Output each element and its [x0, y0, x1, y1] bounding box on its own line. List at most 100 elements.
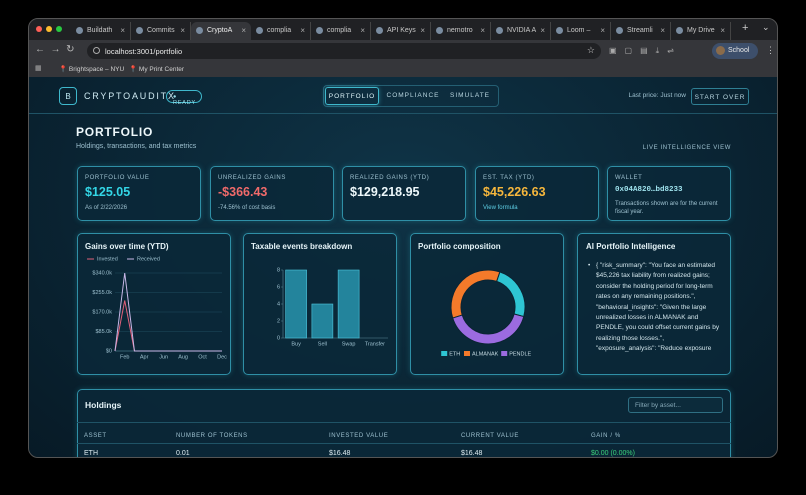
toolbar-icons[interactable]: ▣▢▤⤓⇌ — [609, 46, 682, 55]
metric-card: REALIZED GAINS (YTD) $129,218.95 — [342, 166, 466, 221]
favicon — [676, 27, 683, 34]
zoom-dot[interactable] — [56, 26, 62, 32]
apps-icon[interactable]: ▦ — [35, 65, 42, 72]
y-tick-label: 6 — [277, 284, 280, 290]
card-value: $45,226.63 — [483, 185, 546, 199]
tab[interactable]: Buildath × — [71, 22, 131, 40]
tab-title: NVIDIA A — [507, 27, 537, 34]
tab-title: Buildath — [87, 27, 113, 34]
tab[interactable]: Streamli × — [611, 22, 671, 40]
x-tick-label: Aug — [178, 354, 188, 360]
y-tick-label: 8 — [277, 267, 280, 273]
tab-title: Commits — [147, 27, 175, 34]
x-tick-label: Buy — [291, 341, 301, 347]
tab-title: complia — [267, 27, 292, 34]
tab-close: × — [660, 26, 665, 35]
metric-card: UNREALIZED GAINS -$366.43 -74.56% of cost … — [210, 166, 334, 221]
bookmark[interactable]: 📍 My Print Center — [129, 66, 185, 73]
favicon — [616, 27, 623, 34]
favicon — [256, 27, 263, 34]
cell: $0.00 (0.00%) — [591, 450, 635, 457]
tab-strip: + ⌄ Buildath × Commits × CryptoA × complia × com… — [29, 19, 777, 40]
logo: B — [59, 87, 77, 105]
bookmark-label: My Print Center — [138, 66, 185, 73]
panel: AI Portfolio Intelligence • { "risk_summa… — [577, 233, 731, 375]
browser-window: + ⌄ Buildath × Commits × CryptoA × complia × com… — [28, 18, 778, 458]
card-label: PORTFOLIO VALUE — [85, 175, 150, 181]
menu[interactable]: ⋮ — [766, 45, 775, 55]
tab[interactable]: complia × — [251, 22, 311, 40]
legend-swatch — [441, 351, 448, 356]
card-label: EST. TAX (YTD) — [483, 175, 535, 181]
x-tick-label: Oct — [198, 354, 207, 360]
tab-title: nemotro — [447, 27, 473, 34]
tab[interactable]: complia × — [311, 22, 371, 40]
legend-label: ALMANAK — [472, 351, 499, 357]
favicon — [136, 27, 143, 34]
panel: Gains over time (YTD) $0 $85.0k $170.0k $255… — [77, 233, 231, 375]
tab[interactable]: NVIDIA A × — [491, 22, 551, 40]
x-tick-label: Swap — [342, 341, 356, 347]
tab-title: My Drive — [687, 27, 715, 34]
new-tab[interactable]: + — [742, 22, 749, 34]
tab-title: CryptoA — [207, 27, 233, 34]
cell: $16.48 — [329, 450, 351, 457]
x-tick-label: Dec — [217, 354, 227, 360]
x-tick-label: Sell — [318, 341, 327, 347]
card-note: As of 2/22/2026 — [85, 205, 128, 211]
nav-tab[interactable]: COMPLIANCE — [386, 92, 440, 99]
legend-label: Invested — [97, 256, 118, 262]
y-tick-label: $255.0k — [92, 290, 112, 296]
start-over[interactable]: START OVER — [691, 88, 749, 105]
panel-title: AI Portfolio Intelligence — [586, 242, 676, 251]
view-label: LIVE INTELLIGENCE VIEW — [642, 145, 731, 151]
avatar — [716, 46, 725, 55]
tab-title: Loom – — [567, 27, 591, 34]
nav-tab[interactable]: SIMULATE — [449, 92, 491, 99]
tab[interactable]: API Keys × — [371, 22, 431, 40]
profile-name: School — [728, 47, 750, 54]
bookmark-star[interactable]: ☆ — [586, 45, 595, 55]
nav-tab[interactable]: PORTFOLIO — [325, 87, 379, 105]
tab[interactable]: Commits × — [131, 22, 191, 40]
tab-title: API Keys — [387, 27, 416, 34]
tab-close: × — [480, 26, 485, 35]
y-tick-label: $85.0k — [95, 329, 112, 335]
tab[interactable]: Loom – × — [551, 22, 611, 40]
donut-slice — [452, 313, 525, 345]
nav-arrows[interactable]: ← → ↻ — [35, 44, 75, 55]
favicon — [436, 27, 443, 34]
tab[interactable]: nemotro × — [431, 22, 491, 40]
status: READY — [173, 100, 196, 106]
address-bar[interactable]: localhost:3001/portfolio ☆ — [87, 43, 601, 59]
profile-chip[interactable]: School — [712, 43, 758, 59]
y-tick-label: $0 — [106, 348, 112, 354]
panel: Taxable events breakdown 0 2 4 6 8 Buy Sell Swap… — [243, 233, 397, 375]
y-tick-label: 0 — [277, 335, 280, 341]
panel: Portfolio composition ETH ALMANAK PENDLE — [410, 233, 564, 375]
site-info[interactable] — [93, 47, 100, 54]
tab-close: × — [180, 26, 185, 35]
tab-close: × — [420, 26, 425, 35]
y-tick-label: $170.0k — [92, 309, 112, 315]
bar — [285, 269, 307, 339]
favicon — [376, 27, 383, 34]
x-tick-label: Feb — [120, 354, 129, 360]
series-line — [114, 272, 222, 352]
close-dot[interactable] — [36, 26, 42, 32]
legend-swatch — [464, 351, 470, 356]
minimize-dot[interactable] — [46, 26, 52, 32]
tab-menu[interactable]: ⌄ — [762, 22, 770, 32]
donut-slice — [495, 271, 526, 318]
tab[interactable]: My Drive × — [671, 22, 731, 40]
bookmark[interactable]: 📍 Brightspace – NYU — [59, 66, 125, 73]
favicon — [496, 27, 503, 34]
filter-input[interactable]: Filter by asset... — [628, 397, 723, 413]
last-price: Last price: Just now — [628, 92, 686, 99]
tab[interactable]: CryptoA × — [191, 22, 251, 40]
tab-title: Streamli — [627, 27, 653, 34]
y-tick-label: 2 — [277, 318, 280, 324]
card-label: REALIZED GAINS (YTD) — [350, 175, 430, 181]
nav-group — [323, 85, 499, 107]
